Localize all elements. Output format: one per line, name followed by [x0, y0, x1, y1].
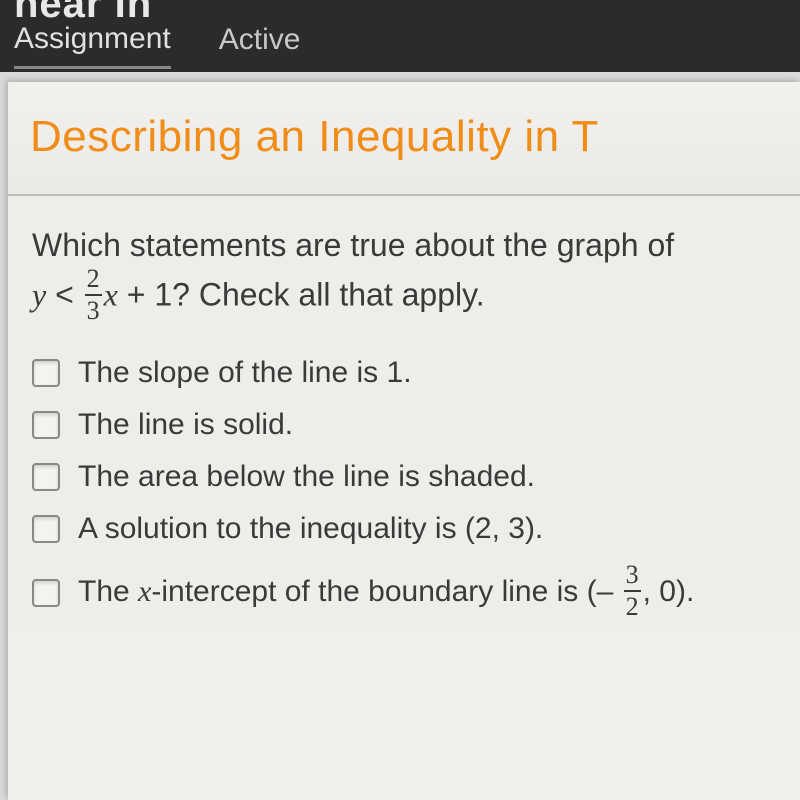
option-text: The x-intercept of the boundary line is …: [78, 564, 694, 622]
checkbox-icon[interactable]: [32, 515, 60, 543]
option-solid[interactable]: The line is solid.: [32, 408, 776, 442]
opt5-suffix: , 0).: [643, 575, 695, 608]
checkbox-icon[interactable]: [32, 463, 60, 491]
opt5-frac-num: 3: [624, 562, 641, 592]
option-shaded[interactable]: The area below the line is shaded.: [32, 460, 776, 494]
opt5-fraction: 32: [624, 562, 641, 620]
option-solution[interactable]: A solution to the inequality is (2, 3).: [32, 512, 776, 546]
option-text: The line is solid.: [78, 408, 293, 442]
page-title-partial: near In: [0, 0, 800, 27]
ineq-lhs-var: y: [32, 277, 46, 313]
app-topbar: near In Assignment Active: [0, 0, 800, 72]
lesson-frame: Describing an Inequality in T Which stat…: [8, 82, 800, 800]
lesson-heading: Describing an Inequality in T: [30, 112, 778, 162]
option-text: The slope of the line is 1.: [78, 356, 412, 390]
ineq-rhs-var: x: [104, 277, 118, 313]
content-wrap: Describing an Inequality in T Which stat…: [0, 72, 800, 800]
option-xintercept[interactable]: The x-intercept of the boundary line is …: [32, 564, 776, 622]
opt5-frac-den: 2: [624, 592, 641, 620]
checkbox-icon[interactable]: [32, 579, 60, 607]
ineq-frac-num: 2: [85, 266, 102, 296]
checkbox-icon[interactable]: [32, 359, 60, 387]
opt5-mid: -intercept of the boundary line is (–: [151, 575, 621, 608]
question-prompt: Which statements are true about the grap…: [32, 222, 776, 326]
option-slope[interactable]: The slope of the line is 1.: [32, 356, 776, 390]
opt5-prefix: The: [78, 575, 138, 608]
opt5-mathvar: x: [138, 575, 151, 608]
option-text: The area below the line is shaded.: [78, 460, 535, 494]
ineq-fraction: 2 3: [85, 266, 102, 324]
ineq-tail: + 1? Check all that apply.: [118, 277, 485, 313]
prompt-line1: Which statements are true about the grap…: [32, 227, 674, 263]
ineq-op: <: [55, 277, 74, 313]
heading-band: Describing an Inequality in T: [8, 82, 800, 196]
checkbox-icon[interactable]: [32, 411, 60, 439]
ineq-frac-den: 3: [85, 296, 102, 324]
option-text: A solution to the inequality is (2, 3).: [78, 512, 543, 546]
question-area: Which statements are true about the grap…: [8, 196, 800, 632]
options-list: The slope of the line is 1. The line is …: [32, 356, 776, 622]
